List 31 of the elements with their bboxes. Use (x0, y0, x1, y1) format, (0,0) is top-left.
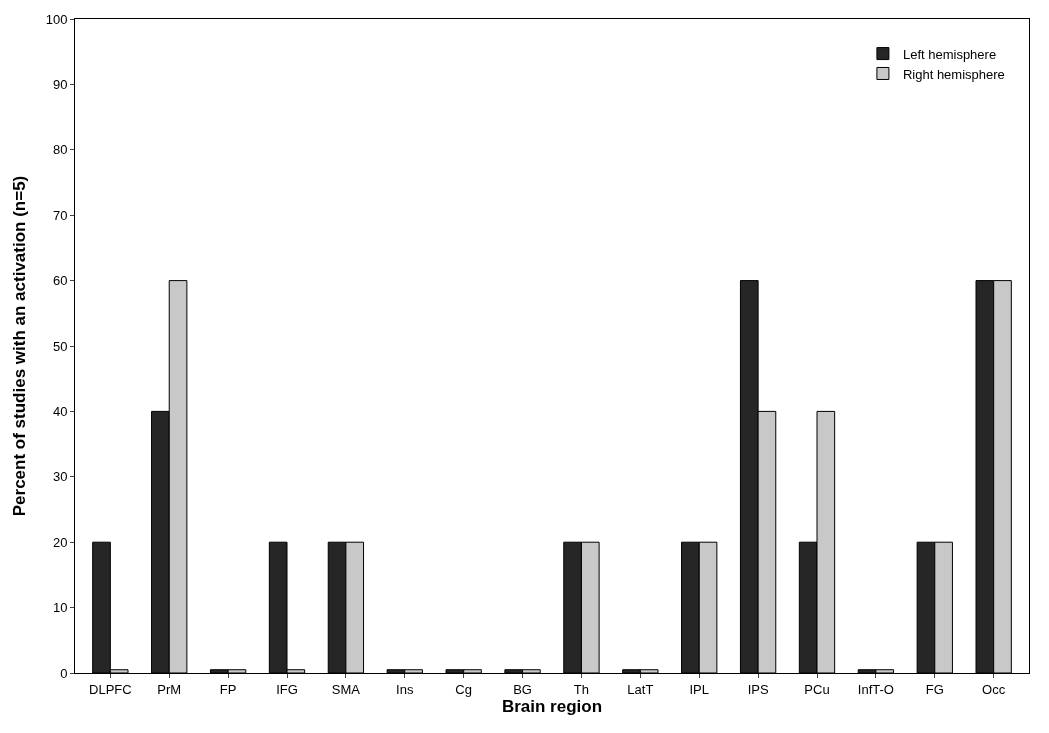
x-tick-label: Th (573, 681, 590, 697)
x-tick-label: Cg (455, 681, 472, 697)
y-tick-label: 0 (60, 665, 68, 681)
x-tick-label: BG (513, 681, 532, 697)
x-tick-label: IPS (747, 681, 769, 697)
y-axis-title: Percent of studies with an activation (n=5) (10, 175, 30, 517)
y-tick-label: 20 (52, 534, 68, 550)
y-tick-label: 40 (52, 403, 68, 419)
y-tick-label: 80 (52, 142, 68, 158)
x-tick-label: IFG (276, 681, 298, 697)
y-tick-label: 100 (45, 11, 68, 27)
y-tick-label: 50 (52, 338, 68, 354)
x-tick-label: PrM (157, 681, 182, 697)
x-axis-title: Brain region (501, 697, 603, 716)
x-tick-label: FG (925, 681, 944, 697)
x-tick-label: Ins (396, 681, 414, 697)
y-tick-label: 70 (52, 207, 68, 223)
y-tick-label: 10 (52, 600, 68, 616)
x-tick-label: DLPFC (89, 681, 132, 697)
y-tick-label: 30 (52, 469, 68, 485)
x-tick-label: IPL (689, 681, 709, 697)
x-tick-label: Occ (982, 681, 1006, 697)
x-tick-label: InfT-O (857, 681, 894, 697)
x-tick-label: SMA (331, 681, 361, 697)
y-tick-label: 90 (52, 76, 68, 92)
x-tick-label: PCu (804, 681, 830, 697)
y-tick-label: 60 (52, 273, 68, 289)
legend-label: Left hemisphere (902, 46, 997, 62)
x-tick-label: FP (219, 681, 237, 697)
x-tick-label: LatT (627, 681, 654, 697)
legend-label: Right hemisphere (902, 66, 1005, 82)
